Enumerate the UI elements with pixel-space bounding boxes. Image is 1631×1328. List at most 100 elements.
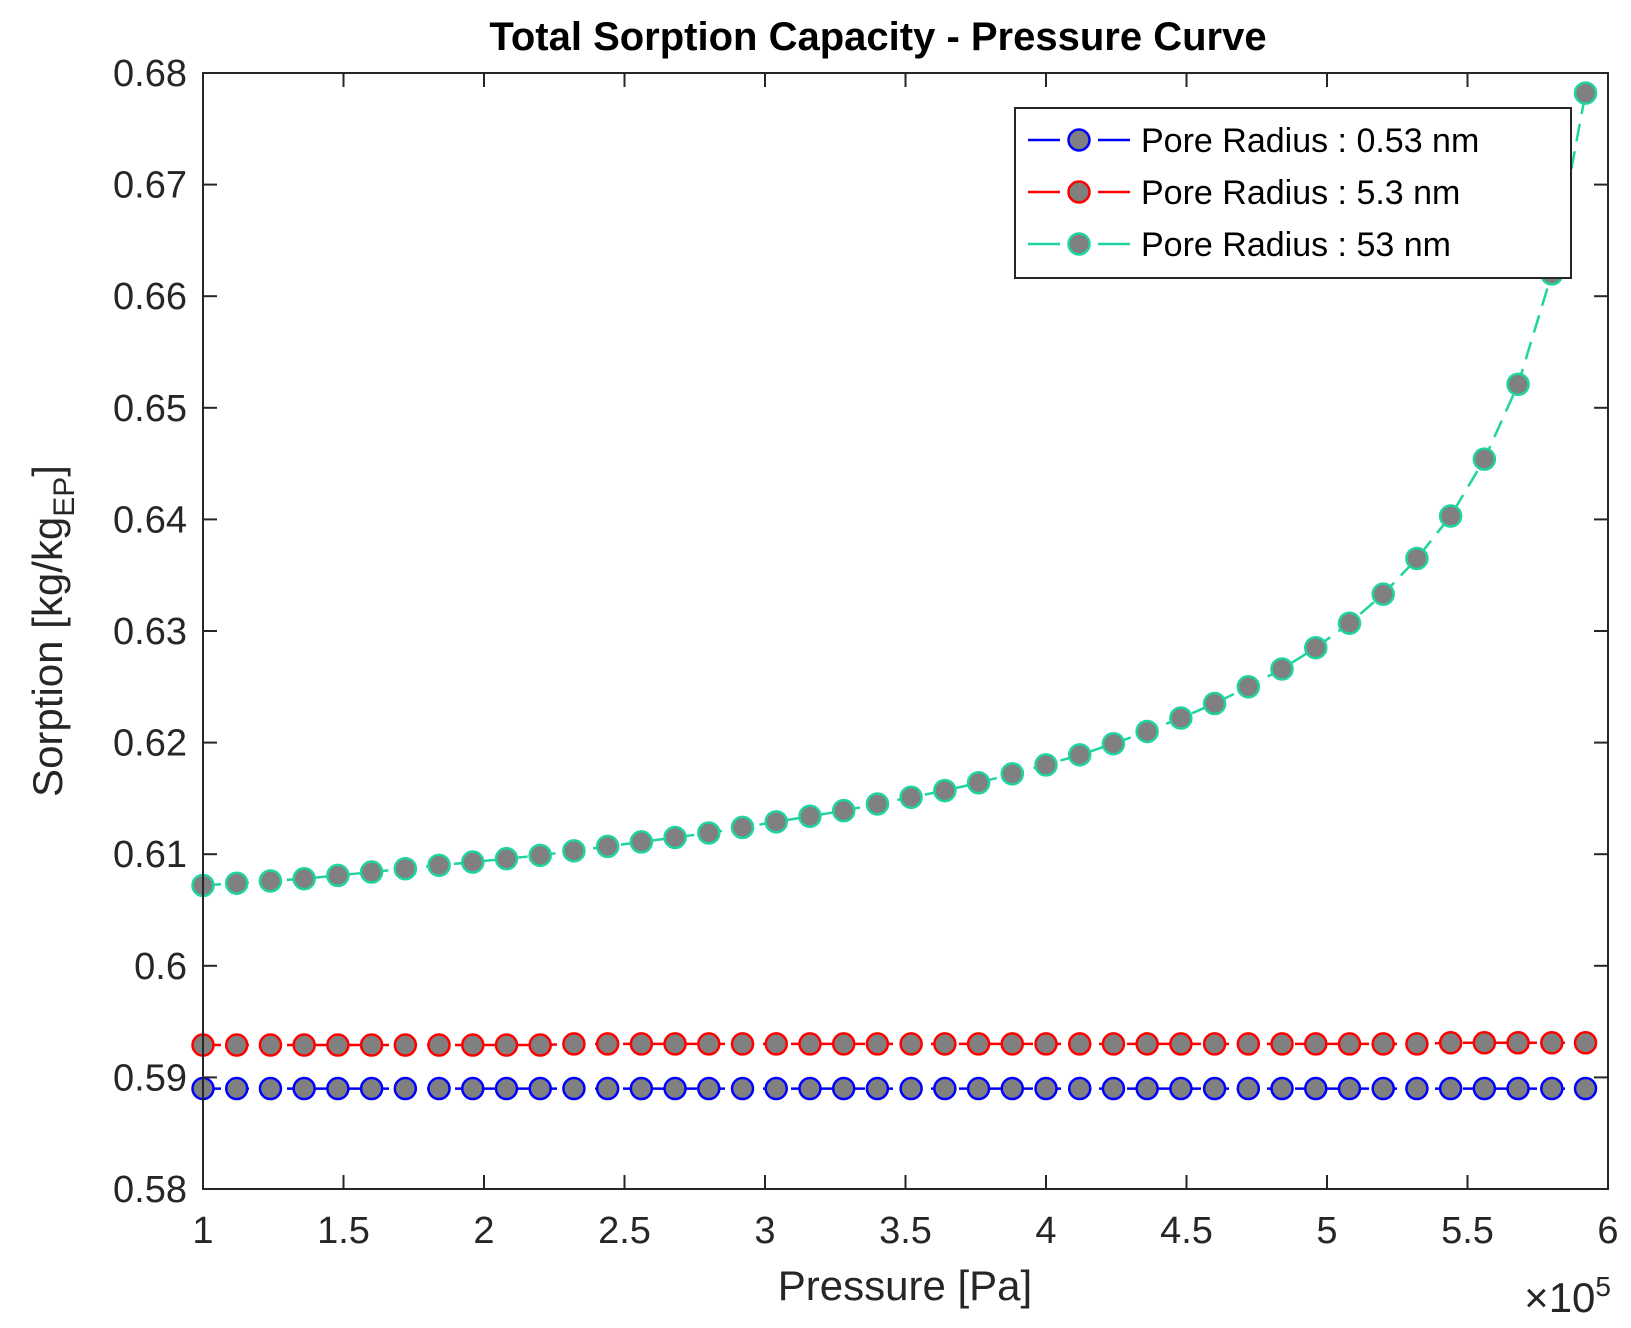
series-2-point — [359, 1033, 384, 1057]
series-3-point — [1371, 582, 1395, 606]
series-3-point — [258, 869, 283, 893]
x-axis-ticks — [202, 73, 1609, 1189]
series-2-point — [393, 1033, 418, 1057]
series-2-point — [461, 1033, 485, 1057]
series-3-point — [1169, 706, 1193, 730]
series-2-point — [764, 1032, 788, 1056]
series-3-point — [1236, 675, 1261, 699]
series-3-point — [1270, 657, 1294, 681]
series-1-point — [831, 1076, 856, 1101]
series-2-point — [494, 1033, 519, 1057]
series-3-point — [1135, 719, 1159, 744]
series-3-point — [1000, 762, 1025, 786]
y-tick-label: 0.59 — [113, 1057, 187, 1099]
x-tick-label: 2 — [473, 1210, 494, 1252]
y-axis-label: Sorption [kg/kgEP] — [24, 465, 81, 797]
series-3-point — [393, 856, 418, 881]
series-2-point — [427, 1033, 451, 1057]
y-tick-label: 0.68 — [113, 53, 187, 95]
series-3-point — [730, 815, 755, 840]
series-1-point — [427, 1076, 451, 1101]
series-1-point — [1438, 1076, 1463, 1101]
series-3-point — [831, 798, 856, 823]
x-tick-label: 5.5 — [1441, 1210, 1494, 1252]
series-1-point — [1202, 1076, 1227, 1101]
series-1-point — [730, 1076, 755, 1101]
series-1-point — [798, 1076, 822, 1101]
y-tick-label: 0.62 — [113, 723, 187, 765]
series-2-point — [1540, 1031, 1564, 1055]
legend-marker — [1067, 180, 1091, 204]
series-2-point — [562, 1032, 586, 1056]
y-axis-ticks — [203, 72, 1608, 1190]
legend-marker — [1067, 128, 1091, 152]
series-2-point — [224, 1033, 249, 1057]
series-1-point — [899, 1076, 923, 1101]
x-tick-label: 2.5 — [598, 1210, 651, 1252]
series-1-point — [1169, 1076, 1193, 1101]
series-2-point — [1202, 1032, 1227, 1056]
series-2-point — [663, 1032, 687, 1056]
series-1-point — [562, 1076, 586, 1101]
y-tick-label: 0.64 — [113, 499, 187, 541]
series-2-point — [798, 1032, 822, 1056]
series-1-point — [1236, 1076, 1261, 1101]
x-tick-label: 4 — [1035, 1210, 1056, 1252]
series-1-point — [1472, 1076, 1497, 1101]
series-2-point — [1000, 1032, 1025, 1056]
y-axis-label-main: Sorption [kg/kg — [24, 517, 71, 797]
y-axis-tick-labels: 0.58 0.59 0.6 0.61 0.62 0.63 0.64 0.65 0.66 0.67 0… — [113, 53, 187, 1211]
y-tick-label: 0.6 — [134, 946, 187, 988]
series-2-point — [933, 1032, 957, 1056]
series-2-point — [1135, 1032, 1159, 1056]
x-axis-exponent: ×105 — [1524, 1271, 1611, 1321]
legend-entries: Pore Radius : 0.53 nm Pore Radius : 5.3 n… — [1028, 122, 1479, 264]
legend-marker — [1067, 232, 1091, 256]
series-1-point — [258, 1076, 283, 1101]
series-1-point — [1034, 1076, 1058, 1101]
series-3-point — [629, 830, 654, 854]
series-2-point — [1371, 1032, 1395, 1056]
legend-label: Pore Radius : 0.53 nm — [1141, 122, 1479, 160]
x-tick-label: 6 — [1597, 1210, 1618, 1252]
x-axis-exponent-base: ×10 — [1524, 1274, 1595, 1321]
x-tick-label: 4.5 — [1160, 1210, 1213, 1252]
series-3-point — [224, 871, 249, 895]
y-axis-label-end: ] — [24, 465, 71, 477]
series-3-point — [461, 850, 485, 874]
y-tick-label: 0.58 — [113, 1169, 187, 1211]
series-1-point — [1067, 1076, 1092, 1101]
series-3-point — [528, 843, 552, 868]
series-3-point — [1506, 372, 1530, 397]
series-1-point — [1337, 1076, 1362, 1101]
series-3-point — [966, 771, 991, 795]
series-2-point — [326, 1033, 350, 1057]
series-1-point — [1270, 1076, 1294, 1101]
series-3-point — [1472, 447, 1497, 471]
series-1-point — [224, 1076, 249, 1101]
series-1-point — [1506, 1076, 1530, 1101]
series-1-point — [595, 1076, 620, 1101]
series-2-point — [1506, 1031, 1530, 1055]
series-3-point — [595, 834, 620, 859]
x-axis-exponent-power: 5 — [1595, 1271, 1611, 1302]
series-1-point — [1101, 1076, 1126, 1101]
plot-markers — [191, 81, 1598, 1101]
series-1-point — [1371, 1076, 1395, 1101]
series-1-point — [1405, 1076, 1429, 1101]
series-3-point — [1405, 546, 1429, 571]
series-2-point — [292, 1033, 316, 1057]
series-2-point — [1304, 1032, 1328, 1056]
series-1-point — [697, 1076, 721, 1101]
series-3-point — [865, 792, 890, 816]
series-2-point — [1337, 1032, 1362, 1056]
series-1-point — [865, 1076, 890, 1101]
legend-label: Pore Radius : 5.3 nm — [1141, 174, 1460, 212]
series-1-point — [933, 1076, 957, 1101]
series-3-point — [494, 846, 519, 871]
series-1-point — [494, 1076, 519, 1101]
legend: Pore Radius : 0.53 nm Pore Radius : 5.3 n… — [1014, 107, 1572, 279]
series-1-point — [629, 1076, 654, 1101]
series-2-point — [1405, 1032, 1429, 1056]
series-3-point — [663, 825, 687, 850]
